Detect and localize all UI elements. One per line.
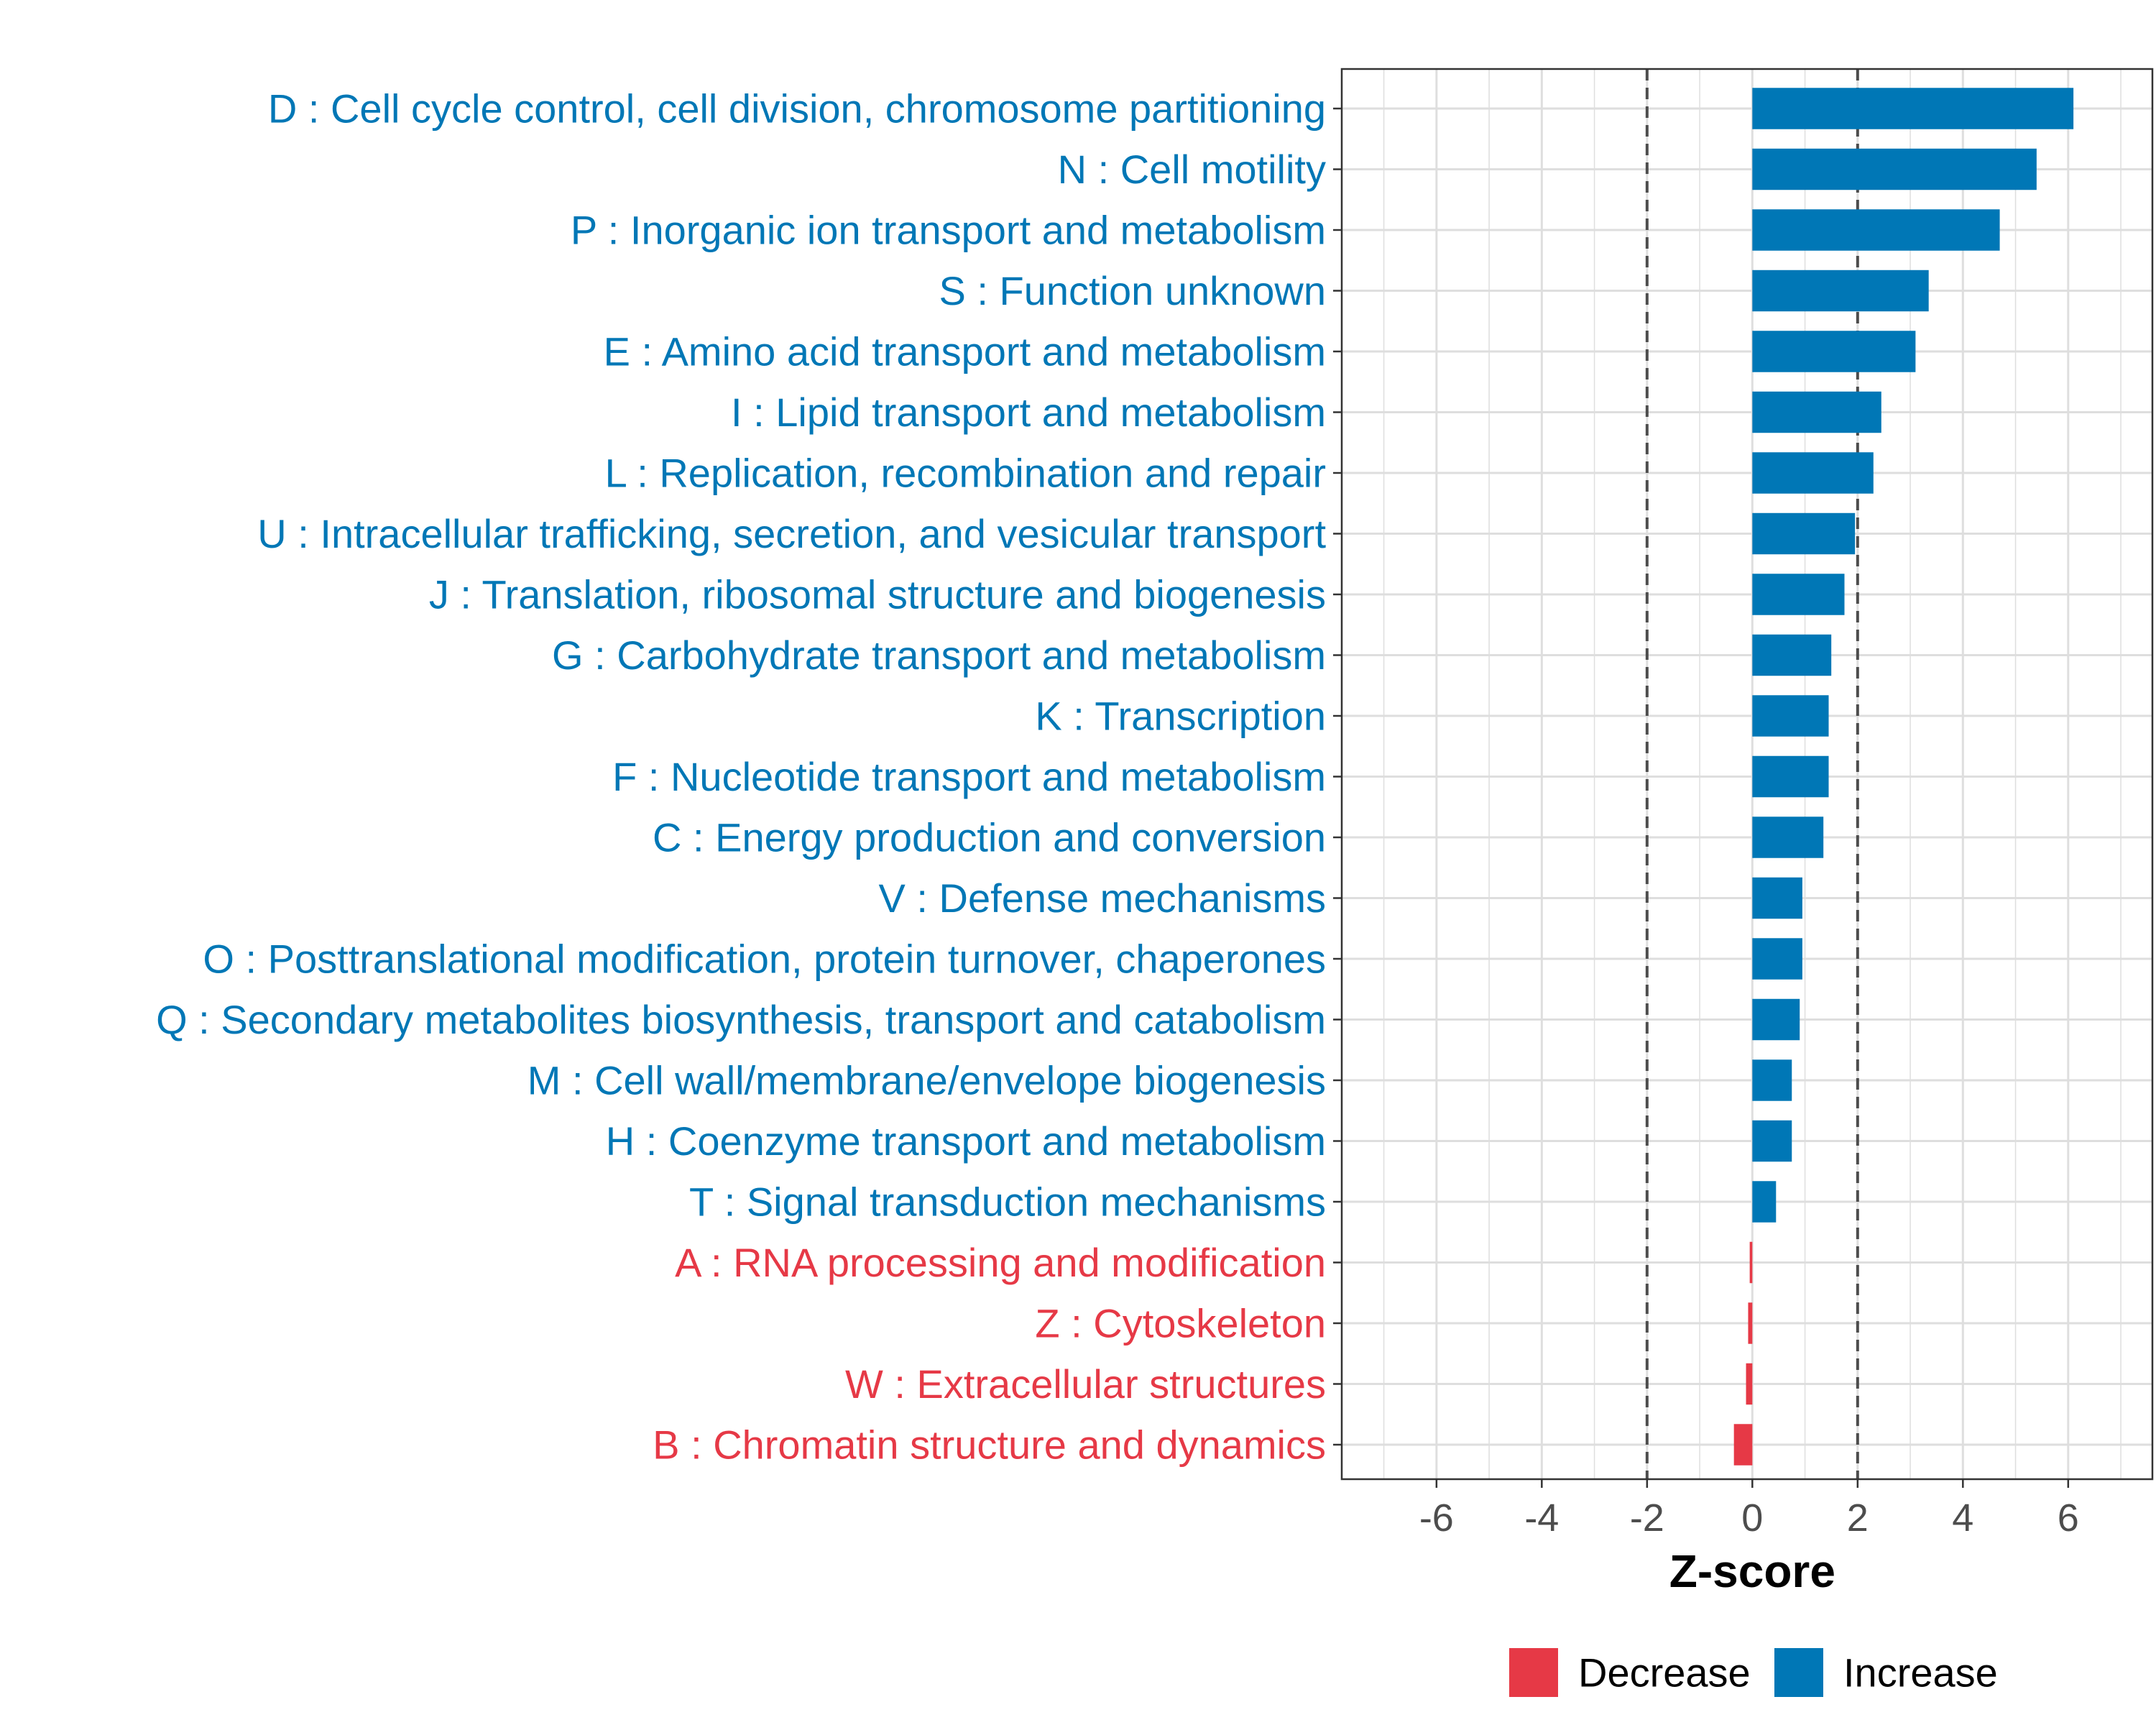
- category-label: Q : Secondary metabolites biosynthesis, …: [156, 997, 1326, 1042]
- category-label: I : Lipid transport and metabolism: [731, 390, 1326, 435]
- category-label: S : Function unknown: [939, 268, 1326, 313]
- category-label: H : Coenzyme transport and metabolism: [606, 1118, 1326, 1164]
- category-label: L : Replication, recombination and repai…: [605, 451, 1326, 496]
- bar: [1752, 209, 2000, 251]
- x-tick-label: 2: [1847, 1496, 1869, 1540]
- category-label: B : Chromatin structure and dynamics: [653, 1422, 1326, 1468]
- bar: [1752, 938, 1802, 980]
- category-label: J : Translation, ribosomal structure and…: [429, 572, 1326, 617]
- legend-swatch: [1774, 1648, 1823, 1697]
- category-label: F : Nucleotide transport and metabolism: [612, 754, 1326, 799]
- bar: [1752, 331, 1916, 372]
- bar: [1752, 1059, 1792, 1101]
- bar: [1752, 270, 1929, 312]
- bar: [1752, 512, 1856, 555]
- bar: [1733, 1424, 1753, 1466]
- category-label: P : Inorganic ion transport and metaboli…: [571, 208, 1326, 253]
- bar: [1748, 1302, 1753, 1344]
- category-label: E : Amino acid transport and metabolism: [604, 329, 1326, 374]
- category-label: O : Posttranslational modification, prot…: [203, 937, 1326, 982]
- bar: [1752, 634, 1832, 676]
- category-label: C : Energy production and conversion: [653, 815, 1326, 860]
- category-label: D : Cell cycle control, cell division, c…: [268, 86, 1326, 132]
- y-ticks: [1333, 107, 1342, 1446]
- category-label: G : Carbohydrate transport and metabolis…: [552, 632, 1326, 678]
- bar-layer: [1733, 88, 2074, 1466]
- legend-label: Increase: [1843, 1650, 1998, 1696]
- bar: [1752, 1181, 1777, 1223]
- category-label: V : Defense mechanisms: [879, 875, 1326, 921]
- x-tick-label: -4: [1524, 1496, 1559, 1540]
- bar: [1752, 816, 1824, 858]
- category-label: K : Transcription: [1035, 694, 1326, 739]
- x-tick-label: 0: [1741, 1496, 1763, 1540]
- bar: [1752, 877, 1802, 919]
- category-label: Z : Cytoskeleton: [1035, 1301, 1326, 1346]
- category-label: N : Cell motility: [1058, 147, 1326, 192]
- bar: [1746, 1363, 1753, 1405]
- bar: [1752, 1120, 1792, 1162]
- bar: [1752, 755, 1829, 798]
- x-axis-title: Z-score: [1669, 1545, 1835, 1597]
- bar: [1752, 998, 1800, 1041]
- bar: [1752, 695, 1829, 737]
- bar: [1752, 391, 1881, 433]
- grid-layer: [1342, 69, 2152, 1479]
- bar: [1752, 574, 1845, 615]
- panel-border: [1340, 68, 2154, 1481]
- legend: Decrease Increase: [1509, 1648, 1998, 1697]
- x-tick-label: 6: [2058, 1496, 2079, 1540]
- category-label: U : Intracellular trafficking, secretion…: [257, 511, 1326, 556]
- bar: [1752, 88, 2074, 129]
- bar: [1752, 148, 2037, 190]
- category-label: A : RNA processing and modification: [675, 1240, 1326, 1285]
- category-label: M : Cell wall/membrane/envelope biogenes…: [528, 1058, 1326, 1103]
- bar: [1752, 452, 1874, 494]
- x-ticks: -6 -4 -2 0 2 4 6: [1419, 1479, 2079, 1540]
- legend-swatch: [1509, 1648, 1558, 1697]
- category-label: T : Signal transduction mechanisms: [689, 1179, 1326, 1225]
- x-tick-label: -6: [1419, 1496, 1454, 1540]
- category-label: W : Extracellular structures: [845, 1361, 1326, 1407]
- bar: [1749, 1241, 1753, 1284]
- x-tick-label: 4: [1952, 1496, 1973, 1540]
- legend-label: Decrease: [1578, 1650, 1751, 1696]
- x-tick-label: -2: [1630, 1496, 1664, 1540]
- category-labels: D : Cell cycle control, cell division, c…: [156, 86, 1326, 1468]
